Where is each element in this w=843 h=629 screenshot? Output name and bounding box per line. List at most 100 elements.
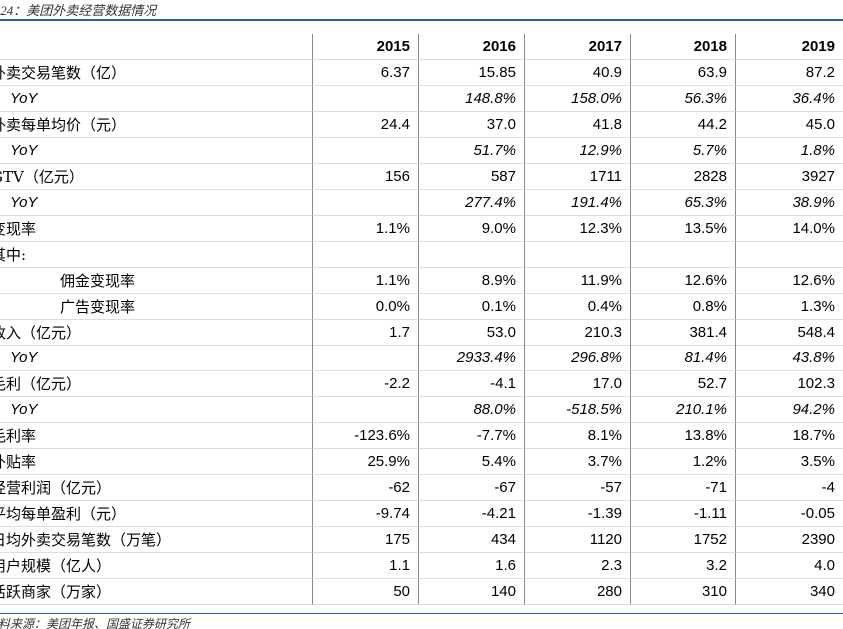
row-label: YoY	[10, 349, 38, 367]
row-line	[0, 164, 312, 190]
row-label: 毛利率	[0, 427, 37, 446]
row-line	[0, 268, 312, 294]
cell-value	[630, 241, 735, 268]
row-label: 佣金变现率	[60, 271, 136, 290]
row-label: 平均每单盈利（元）	[0, 505, 127, 524]
cell-value: 3927	[735, 163, 843, 190]
cell-value: -0.05	[735, 501, 843, 528]
cell-value: 191.4%	[524, 189, 630, 216]
cell-value	[312, 85, 418, 112]
row-line	[0, 60, 312, 86]
cell-value: 9.0%	[418, 215, 524, 242]
row-line	[0, 371, 312, 398]
cell-value: 0.0%	[312, 293, 418, 320]
row-line	[0, 449, 312, 476]
row-line	[0, 320, 312, 346]
row-line	[0, 345, 312, 372]
cell-value: 310	[630, 579, 735, 605]
cell-value: 2.3	[524, 553, 630, 580]
cell-value: -4	[735, 475, 843, 502]
column-header: 2019	[735, 34, 843, 60]
cell-value: 25.9%	[312, 449, 418, 476]
cell-value: 15.85	[418, 60, 524, 86]
cell-value: 175	[312, 527, 418, 554]
cell-value: 2933.4%	[418, 345, 524, 372]
top-rule	[0, 19, 843, 21]
cell-value: -67	[418, 475, 524, 502]
cell-value: 50	[312, 579, 418, 605]
cell-value: 277.4%	[418, 189, 524, 216]
cell-value: 45.0	[735, 111, 843, 138]
cell-value: 1.1%	[312, 267, 418, 294]
row-label: 外卖交易笔数（亿）	[0, 64, 127, 82]
cell-value: 13.5%	[630, 215, 735, 242]
cell-value: 3.7%	[524, 449, 630, 476]
cell-value: 340	[735, 579, 843, 605]
cell-value: 296.8%	[524, 345, 630, 372]
row-line	[0, 112, 312, 138]
cell-value: 1.6	[418, 553, 524, 580]
column-header: 2016	[418, 34, 524, 60]
cell-value: 4.0	[735, 553, 843, 580]
cell-value: -1.39	[524, 501, 630, 528]
cell-value: 41.8	[524, 111, 630, 138]
cell-value: 63.9	[630, 60, 735, 86]
cell-value: 434	[418, 527, 524, 554]
cell-value: 53.0	[418, 319, 524, 346]
cell-value: 0.8%	[630, 293, 735, 320]
cell-value: 1.2%	[630, 449, 735, 476]
row-label: YoY	[10, 89, 38, 107]
cell-value: 2828	[630, 163, 735, 190]
cell-value: 148.8%	[418, 85, 524, 112]
bottom-rule	[0, 613, 843, 614]
row-label: 活跃商家（万家）	[0, 583, 112, 601]
column-header: 2017	[524, 34, 630, 60]
cell-value: 87.2	[735, 60, 843, 86]
cell-value	[524, 241, 630, 268]
cell-value: -57	[524, 475, 630, 502]
cell-value: -71	[630, 475, 735, 502]
cell-value: 1.3%	[735, 293, 843, 320]
cell-value: 1752	[630, 527, 735, 554]
cell-value: 11.9%	[524, 267, 630, 294]
row-label: 经营利润（亿元）	[0, 479, 112, 498]
cell-value: -4.1	[418, 371, 524, 398]
cell-value: -4.21	[418, 501, 524, 528]
cell-value: 51.7%	[418, 137, 524, 164]
row-line	[0, 553, 312, 580]
cell-value: -2.2	[312, 371, 418, 398]
cell-value: 3.5%	[735, 449, 843, 476]
cell-value: 24.4	[312, 111, 418, 138]
source-note: 资料来源：美团年报、国盛证券研究所	[0, 617, 191, 629]
cell-value: 102.3	[735, 371, 843, 398]
column-header: 2015	[312, 34, 418, 60]
cell-value: 140	[418, 579, 524, 605]
cell-value: -518.5%	[524, 397, 630, 424]
cell-value: 44.2	[630, 111, 735, 138]
cell-value: 1.1	[312, 553, 418, 580]
cell-value: -62	[312, 475, 418, 502]
row-label: YoY	[10, 401, 38, 419]
cell-value: 0.1%	[418, 293, 524, 320]
cell-value: 14.0%	[735, 215, 843, 242]
cell-value: 88.0%	[418, 397, 524, 424]
header-label	[0, 34, 312, 60]
cell-value	[312, 189, 418, 216]
row-line	[0, 527, 312, 554]
row-line	[0, 242, 312, 268]
cell-value: 2390	[735, 527, 843, 554]
cell-value: 280	[524, 579, 630, 605]
row-label: 补贴率	[0, 453, 37, 472]
row-line	[0, 423, 312, 450]
column-header: 2018	[630, 34, 735, 60]
cell-value: 17.0	[524, 371, 630, 398]
row-label: 其中:	[0, 245, 27, 264]
cell-value	[312, 397, 418, 424]
cell-value: 18.7%	[735, 423, 843, 450]
cell-value: 381.4	[630, 319, 735, 346]
cell-value: 65.3%	[630, 189, 735, 216]
cell-value: 5.7%	[630, 137, 735, 164]
row-label: 毛利（亿元）	[0, 375, 82, 394]
row-line	[0, 190, 312, 216]
